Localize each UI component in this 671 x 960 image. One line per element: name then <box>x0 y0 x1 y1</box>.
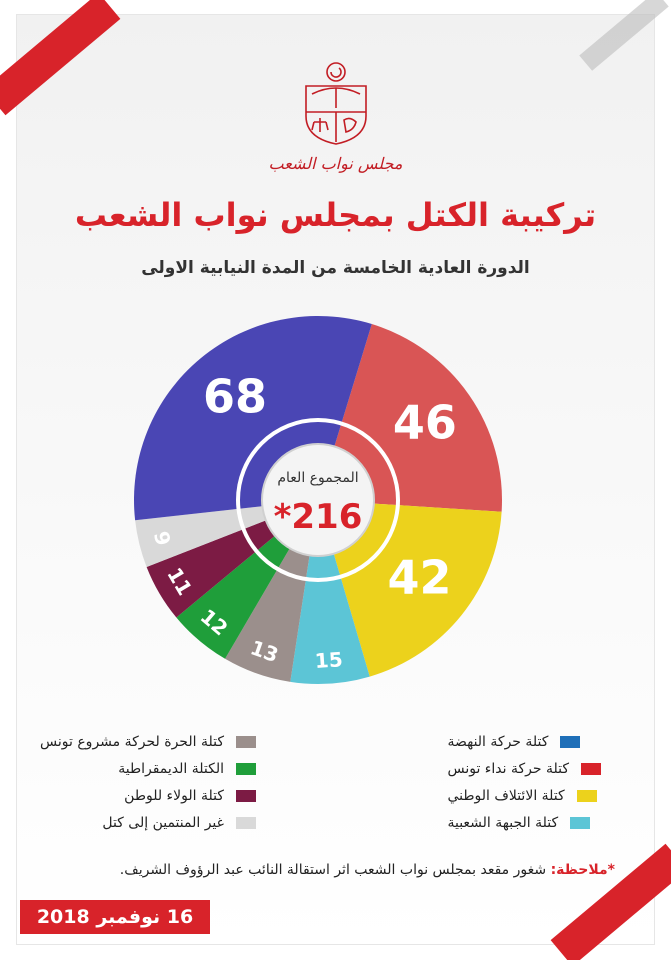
legend-right-item: كتلة حركة نداء تونس <box>447 755 601 782</box>
pie-center-disc <box>261 443 375 557</box>
legend-left-item: الكتلة الديمقراطية <box>40 755 256 782</box>
pie-value-label: 68 <box>203 369 267 423</box>
legend-right-item: كتلة الجبهة الشعبية <box>447 809 601 836</box>
legend-label: كتلة الولاء للوطن <box>124 787 224 804</box>
legend-swatch <box>235 816 256 829</box>
legend-right-item: كتلة حركة النهضة <box>447 728 601 755</box>
footnote: *ملاحظة: شغور مقعد بمجلس نواب الشعب اثر … <box>120 862 615 878</box>
legend-swatch <box>235 762 256 775</box>
legend-label: الكتلة الديمقراطية <box>118 760 224 777</box>
legend-left-item: غير المنتمين إلى كتل <box>40 809 256 836</box>
date-badge: 16 نوفمبر 2018 <box>20 900 210 934</box>
legend-swatch <box>570 816 591 829</box>
legend-right-item: كتلة الائتلاف الوطني <box>447 782 601 809</box>
legend-left: كتلة الحرة لحركة مشروع تونس الكتلة الديمق… <box>40 728 256 836</box>
legend-label: كتلة الحرة لحركة مشروع تونس <box>40 733 224 750</box>
pie-inner-ring <box>236 418 400 582</box>
legend-right: كتلة حركة النهضة كتلة حركة نداء تونس كتلة … <box>447 728 601 836</box>
legend-swatch <box>581 762 601 775</box>
page-title: تركيبة الكتل بمجلس نواب الشعب <box>74 196 597 234</box>
legend-swatch <box>576 789 597 802</box>
pie-total-label: *216 <box>274 497 363 537</box>
legend-swatch <box>235 735 256 748</box>
legend-label: كتلة حركة النهضة <box>447 733 549 750</box>
legend-label: غير المنتمين إلى كتل <box>102 814 224 831</box>
legend-label: كتلة الجبهة الشعبية <box>447 814 559 831</box>
legend-swatch <box>560 735 581 748</box>
pie-slice <box>318 324 502 512</box>
council-name: مجلس نواب الشعب <box>268 154 403 173</box>
pie-value-label: 9 <box>149 529 176 548</box>
footnote-text: شغور مقعد بمجلس نواب الشعب اثر استقالة ا… <box>119 862 551 878</box>
legend-left-item: كتلة الولاء للوطن <box>40 782 256 809</box>
pie-value-label: 15 <box>314 647 343 673</box>
legend-left-item: كتلة الحرة لحركة مشروع تونس <box>40 728 256 755</box>
pie-value-label: 46 <box>393 396 457 450</box>
footnote-key: *ملاحظة: <box>550 862 615 878</box>
pie-slice <box>318 500 502 677</box>
pie-value-label: 42 <box>387 551 451 605</box>
pie-slice <box>290 500 370 684</box>
pie-center-label: المجموع العام <box>277 470 358 486</box>
parliament-emblem-icon <box>305 62 367 145</box>
page-subtitle: الدورة العادية الخامسة من المدة النيابية… <box>141 258 530 278</box>
legend-label: كتلة الائتلاف الوطني <box>447 787 565 804</box>
legend-label: كتلة حركة نداء تونس <box>447 760 569 777</box>
legend-swatch <box>235 789 256 802</box>
